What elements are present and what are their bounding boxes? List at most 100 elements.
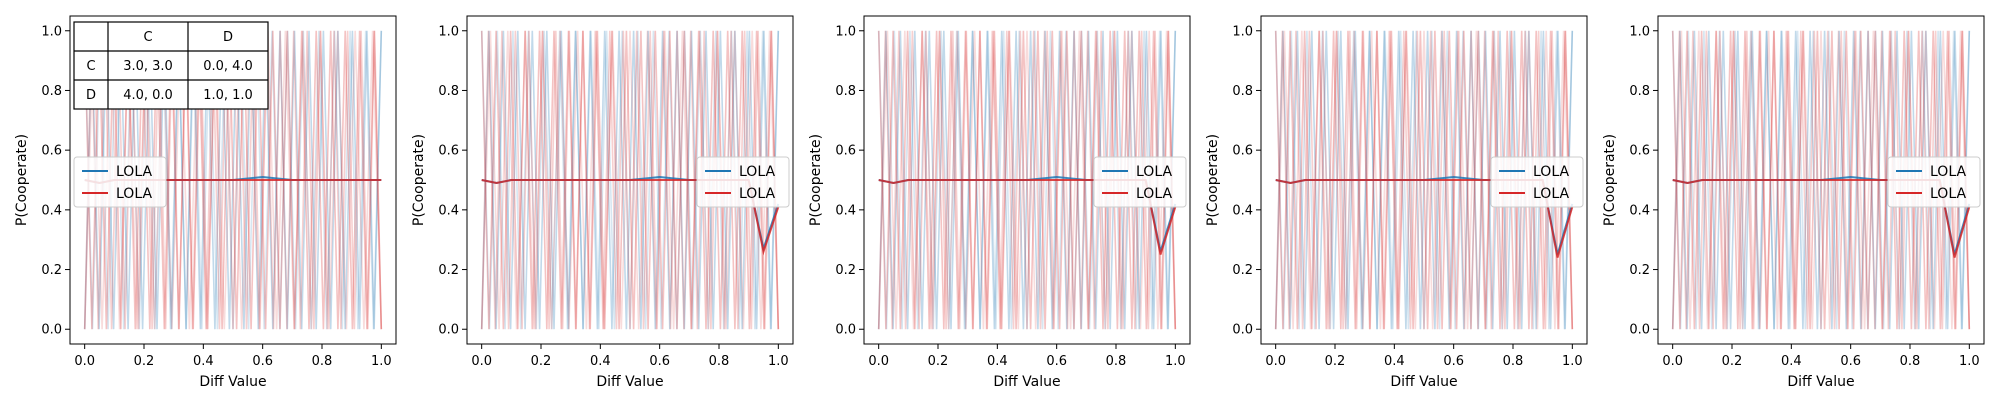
y-tick-label: 0.2	[41, 263, 62, 278]
sample-trace-5	[877, 30, 1177, 330]
payoff-table-cell: 1.0, 1.0	[203, 88, 253, 103]
x-tick-label: 0.4	[1781, 354, 1802, 369]
y-tick-label: 0.0	[438, 323, 459, 338]
y-tick-label: 0.6	[835, 144, 856, 159]
y-tick-label: 0.8	[41, 84, 62, 99]
x-tick-label: 0.4	[1384, 354, 1405, 369]
sample-trace-2	[480, 30, 780, 330]
legend: LOLA LOLA	[1490, 156, 1584, 208]
x-tick-label: 1.0	[1959, 354, 1980, 369]
payoff-table-cell: C	[86, 59, 95, 74]
y-axis-label: P(Cooperate)	[1602, 134, 1618, 226]
legend-label: LOLA	[1930, 186, 1966, 202]
legend-label: LOLA	[739, 186, 775, 202]
x-tick-label: 0.6	[649, 354, 670, 369]
x-tick-label: 0.4	[193, 354, 214, 369]
x-tick-label: 0.4	[590, 354, 611, 369]
x-tick-label: 0.6	[1046, 354, 1067, 369]
x-tick-label: 0.4	[987, 354, 1008, 369]
chart-panel-3: 0.0 0.2 0.4 0.6 0.8 1.0 0.0 0.2 0.4 0.6 0.8 1.0 Diff…	[808, 15, 1191, 390]
sample-trace-4	[1274, 30, 1574, 330]
payoff-table: C DC 3.0, 3.0 0.0, 4.0D 4.0, 0.0 1.0, 1.0	[73, 21, 269, 110]
legend-label: LOLA	[1533, 186, 1569, 202]
axes-frame	[863, 15, 1191, 345]
legend: LOLA LOLA	[696, 156, 790, 208]
legend: LOLA LOLA	[1093, 156, 1187, 208]
legend-label: LOLA	[1533, 164, 1569, 180]
legend-box	[1887, 156, 1981, 208]
y-tick-label: 0.4	[1629, 203, 1650, 218]
chart-panel-4: 0.0 0.2 0.4 0.6 0.8 1.0 0.0 0.2 0.4 0.6 0.8 1.0 Diff…	[1205, 15, 1588, 390]
y-tick-label: 1.0	[835, 24, 856, 39]
sample-trace-2	[1671, 30, 1971, 330]
x-tick-label: 0.0	[1662, 354, 1683, 369]
axes-frame	[69, 15, 397, 345]
x-tick-label: 0.2	[1325, 354, 1346, 369]
sample-trace-4	[83, 30, 383, 330]
payoff-table-cell: 4.0, 0.0	[123, 88, 173, 103]
legend-label: LOLA	[1930, 164, 1966, 180]
x-tick-label: 0.0	[471, 354, 492, 369]
y-tick-label: 0.4	[438, 203, 459, 218]
y-tick-label: 0.2	[1629, 263, 1650, 278]
x-tick-label: 0.8	[1106, 354, 1127, 369]
legend-box	[1093, 156, 1187, 208]
y-tick-label: 0.0	[1629, 323, 1650, 338]
sample-trace-5	[480, 30, 780, 330]
x-tick-label: 0.6	[1840, 354, 1861, 369]
y-tick-label: 0.2	[1232, 263, 1253, 278]
y-tick-label: 0.6	[438, 144, 459, 159]
legend-box	[696, 156, 790, 208]
y-axis-label: P(Cooperate)	[14, 134, 30, 226]
y-tick-label: 0.2	[835, 263, 856, 278]
y-tick-label: 0.0	[1232, 323, 1253, 338]
x-tick-label: 0.8	[709, 354, 730, 369]
y-tick-label: 0.6	[1232, 144, 1253, 159]
chart-panel-1: 0.0 0.2 0.4 0.6 0.8 1.0 0.0 0.2 0.4 0.6 0.8 1.0 Diff…	[14, 15, 397, 390]
sample-traces	[480, 30, 780, 330]
legend-label: LOLA	[116, 164, 152, 180]
x-tick-label: 0.2	[134, 354, 155, 369]
x-tick-label: 0.0	[868, 354, 889, 369]
x-tick-label: 1.0	[1165, 354, 1186, 369]
sample-trace-2	[83, 30, 383, 330]
y-tick-label: 0.8	[1232, 84, 1253, 99]
x-tick-label: 0.2	[531, 354, 552, 369]
y-tick-label: 0.8	[438, 84, 459, 99]
x-tick-label: 1.0	[371, 354, 392, 369]
x-tick-label: 0.2	[928, 354, 949, 369]
x-axis-label: Diff Value	[1787, 374, 1854, 390]
legend-label: LOLA	[1136, 164, 1172, 180]
axes-frame	[466, 15, 794, 345]
legend-box	[1490, 156, 1584, 208]
legend: LOLA LOLA	[1887, 156, 1981, 208]
x-tick-label: 1.0	[1562, 354, 1583, 369]
y-tick-label: 0.8	[1629, 84, 1650, 99]
payoff-table-cell: 3.0, 3.0	[123, 59, 173, 74]
y-axis-label: P(Cooperate)	[411, 134, 427, 226]
legend-box	[73, 156, 167, 208]
y-tick-label: 0.0	[835, 323, 856, 338]
sample-trace-2	[1274, 30, 1574, 330]
sample-trace-4	[480, 30, 780, 330]
x-tick-label: 0.0	[1265, 354, 1286, 369]
y-tick-label: 1.0	[1232, 24, 1253, 39]
x-tick-label: 0.0	[74, 354, 95, 369]
axes-frame	[1657, 15, 1985, 345]
payoff-table-cell: D	[86, 88, 96, 103]
legend: LOLA LOLA	[73, 156, 167, 208]
y-tick-label: 1.0	[438, 24, 459, 39]
axes-frame	[1260, 15, 1588, 345]
y-tick-label: 0.4	[1232, 203, 1253, 218]
sample-trace-5	[1274, 30, 1574, 330]
legend-label: LOLA	[116, 186, 152, 202]
sample-trace-4	[1671, 30, 1971, 330]
payoff-table-cell: 0.0, 4.0	[203, 59, 253, 74]
chart-panel-5: 0.0 0.2 0.4 0.6 0.8 1.0 0.0 0.2 0.4 0.6 0.8 1.0 Diff…	[1602, 15, 1985, 390]
y-tick-label: 0.4	[835, 203, 856, 218]
x-tick-label: 1.0	[768, 354, 789, 369]
x-axis-label: Diff Value	[199, 374, 266, 390]
y-tick-label: 0.0	[41, 323, 62, 338]
payoff-table-cell: C	[143, 30, 152, 45]
